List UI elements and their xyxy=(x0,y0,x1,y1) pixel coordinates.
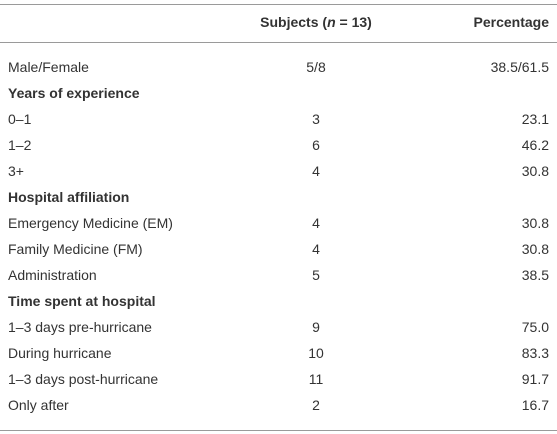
row-label: 1–2 xyxy=(8,137,32,153)
row-label: 3+ xyxy=(8,163,24,179)
section-heading: Years of experience xyxy=(8,85,140,101)
section-heading: Time spent at hospital xyxy=(8,293,156,309)
table-cell: 5 xyxy=(312,267,320,283)
header-text: Subjects ( xyxy=(260,14,328,30)
table-cell: 6 xyxy=(312,137,320,153)
table-cell: 38.5/61.5 xyxy=(490,59,549,75)
table-cell: 3 xyxy=(312,111,320,127)
table-cell: 5/8 xyxy=(306,59,326,75)
row-label: Administration xyxy=(8,267,97,283)
table-cell: 11 xyxy=(308,371,324,387)
table-cell: 30.8 xyxy=(521,215,549,231)
row-label: 1–3 days post-hurricane xyxy=(8,371,159,387)
table-cell: 46.2 xyxy=(521,137,549,153)
header-italic: n xyxy=(327,14,336,30)
table-cell: 9 xyxy=(312,319,320,335)
header-cell: Percentage xyxy=(473,14,549,30)
table-cell: 91.7 xyxy=(521,371,549,387)
bottom-rule xyxy=(0,430,557,431)
top-rule xyxy=(0,4,557,5)
row-label: 0–1 xyxy=(8,111,32,127)
table-cell: 23.1 xyxy=(521,111,549,127)
header-rule xyxy=(0,42,557,43)
row-label: 1–3 days pre-hurricane xyxy=(8,319,152,335)
table-cell: 16.7 xyxy=(521,397,549,413)
row-label: During hurricane xyxy=(8,345,112,361)
row-label: Only after xyxy=(8,397,69,413)
header-cell: Subjects (n = 13) xyxy=(246,9,386,35)
table-cell: 10 xyxy=(308,345,324,361)
table-cell: 30.8 xyxy=(521,163,549,179)
table-cell: 4 xyxy=(312,163,320,179)
table-cell: 4 xyxy=(312,215,320,231)
row-label: Emergency Medicine (EM) xyxy=(8,215,173,231)
table-cell: 30.8 xyxy=(521,241,549,257)
row-label: Family Medicine (FM) xyxy=(8,241,143,257)
table-cell: 38.5 xyxy=(521,267,549,283)
row-label: Male/Female xyxy=(8,59,89,75)
section-heading: Hospital affiliation xyxy=(8,189,130,205)
table-cell: 75.0 xyxy=(521,319,549,335)
table-cell: 2 xyxy=(312,397,320,413)
table-cell: 83.3 xyxy=(521,345,549,361)
table-cell: 4 xyxy=(312,241,320,257)
header-text: = 13) xyxy=(335,14,372,30)
